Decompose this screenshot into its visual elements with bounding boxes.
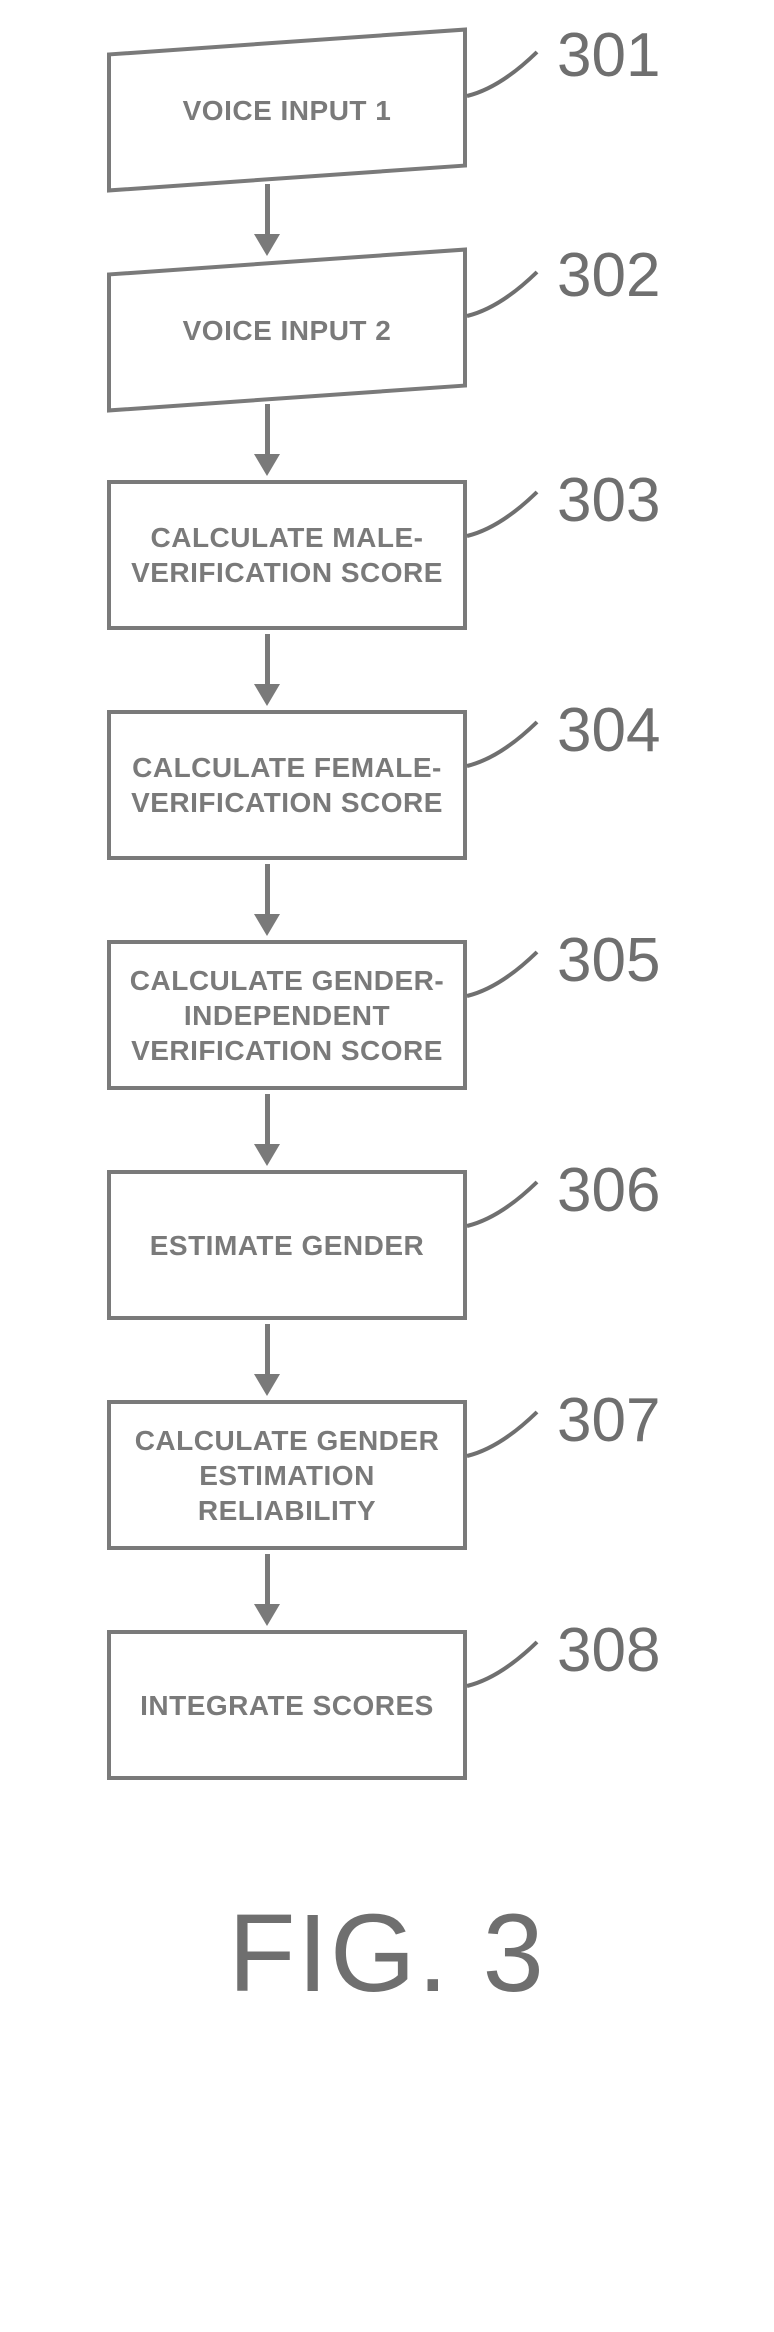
flow-node: CALCULATE FEMALE-VERIFICATION SCORE — [107, 710, 467, 860]
flow-node-wrap: CALCULATE FEMALE-VERIFICATION SCORE — [107, 710, 467, 860]
flow-node-wrap: ESTIMATE GENDER — [107, 1170, 467, 1320]
flow-arrow — [254, 634, 280, 706]
arrow-shaft — [265, 184, 270, 234]
flow-node-label: VOICE INPUT 1 — [121, 93, 453, 128]
arrow-shaft — [265, 864, 270, 914]
flow-node-label: CALCULATE GENDER ESTIMATION RELIABILITY — [121, 1423, 453, 1528]
flow-node-label: INTEGRATE SCORES — [121, 1688, 453, 1723]
flow-arrow — [254, 1324, 280, 1396]
flow-node-row: CALCULATE MALE-VERIFICATION SCORE303 — [47, 480, 727, 630]
leader-line — [465, 1408, 545, 1458]
arrow-head-icon — [254, 684, 280, 706]
reference-number: 302 — [557, 240, 660, 311]
flow-node: CALCULATE GENDER-INDEPENDENT VERIFICATIO… — [107, 940, 467, 1090]
flow-node-row: VOICE INPUT 1301 — [47, 40, 727, 180]
arrow-shaft — [265, 1554, 270, 1604]
leader-line — [465, 268, 545, 318]
reference-number: 304 — [557, 695, 660, 766]
leader-line — [465, 488, 545, 538]
flow-node-label: CALCULATE MALE-VERIFICATION SCORE — [121, 520, 453, 590]
flow-node: ESTIMATE GENDER — [107, 1170, 467, 1320]
flow-node-wrap: CALCULATE MALE-VERIFICATION SCORE — [107, 480, 467, 630]
reference-number: 301 — [557, 20, 660, 91]
arrow-shaft — [265, 634, 270, 684]
flow-node-wrap: CALCULATE GENDER-INDEPENDENT VERIFICATIO… — [107, 940, 467, 1090]
arrow-shaft — [265, 404, 270, 454]
flow-node-label: CALCULATE GENDER-INDEPENDENT VERIFICATIO… — [121, 963, 453, 1068]
arrow-head-icon — [254, 234, 280, 256]
flow-node-label: VOICE INPUT 2 — [121, 313, 453, 348]
flow-node-wrap: CALCULATE GENDER ESTIMATION RELIABILITY — [107, 1400, 467, 1550]
flow-node-wrap: INTEGRATE SCORES — [107, 1630, 467, 1780]
flow-node-wrap: VOICE INPUT 1 — [107, 40, 467, 180]
flow-node: CALCULATE GENDER ESTIMATION RELIABILITY — [107, 1400, 467, 1550]
leader-line — [465, 1178, 545, 1228]
flow-node: INTEGRATE SCORES — [107, 1630, 467, 1780]
arrow-head-icon — [254, 914, 280, 936]
leader-line — [465, 948, 545, 998]
arrow-head-icon — [254, 454, 280, 476]
arrow-head-icon — [254, 1144, 280, 1166]
leader-line — [465, 1638, 545, 1688]
reference-number: 303 — [557, 465, 660, 536]
flow-node-row: CALCULATE FEMALE-VERIFICATION SCORE304 — [47, 710, 727, 860]
flow-node: VOICE INPUT 1 — [107, 27, 467, 192]
leader-line — [465, 48, 545, 98]
reference-number: 305 — [557, 925, 660, 996]
flow-node-label: ESTIMATE GENDER — [121, 1228, 453, 1263]
flow-node-label: CALCULATE FEMALE-VERIFICATION SCORE — [121, 750, 453, 820]
reference-number: 306 — [557, 1155, 660, 1226]
flow-arrow — [254, 404, 280, 476]
arrow-head-icon — [254, 1604, 280, 1626]
flow-node-row: CALCULATE GENDER ESTIMATION RELIABILITY3… — [47, 1400, 727, 1550]
reference-number: 307 — [557, 1385, 660, 1456]
flow-node-row: ESTIMATE GENDER306 — [47, 1170, 727, 1320]
flow-node-row: INTEGRATE SCORES308 — [47, 1630, 727, 1780]
reference-number: 308 — [557, 1615, 660, 1686]
flow-arrow — [254, 184, 280, 256]
flowchart-container: VOICE INPUT 1301VOICE INPUT 2302CALCULAT… — [47, 40, 727, 1780]
leader-line — [465, 718, 545, 768]
flow-arrow — [254, 864, 280, 936]
flow-node-row: VOICE INPUT 2302 — [47, 260, 727, 400]
arrow-head-icon — [254, 1374, 280, 1396]
flow-node-wrap: VOICE INPUT 2 — [107, 260, 467, 400]
flow-node: CALCULATE MALE-VERIFICATION SCORE — [107, 480, 467, 630]
flow-node-row: CALCULATE GENDER-INDEPENDENT VERIFICATIO… — [47, 940, 727, 1090]
flow-arrow — [254, 1094, 280, 1166]
figure-caption: FIG. 3 — [228, 1890, 546, 2017]
flow-arrow — [254, 1554, 280, 1626]
arrow-shaft — [265, 1094, 270, 1144]
flow-node: VOICE INPUT 2 — [107, 247, 467, 412]
arrow-shaft — [265, 1324, 270, 1374]
